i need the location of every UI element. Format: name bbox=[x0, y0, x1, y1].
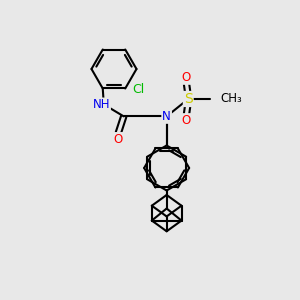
Text: O: O bbox=[114, 133, 123, 146]
Text: NH: NH bbox=[92, 98, 110, 112]
Text: Cl: Cl bbox=[132, 83, 144, 97]
Text: S: S bbox=[184, 92, 193, 106]
Text: N: N bbox=[162, 110, 171, 123]
Text: O: O bbox=[182, 114, 191, 127]
Text: O: O bbox=[182, 71, 191, 84]
Text: CH₃: CH₃ bbox=[220, 92, 242, 106]
